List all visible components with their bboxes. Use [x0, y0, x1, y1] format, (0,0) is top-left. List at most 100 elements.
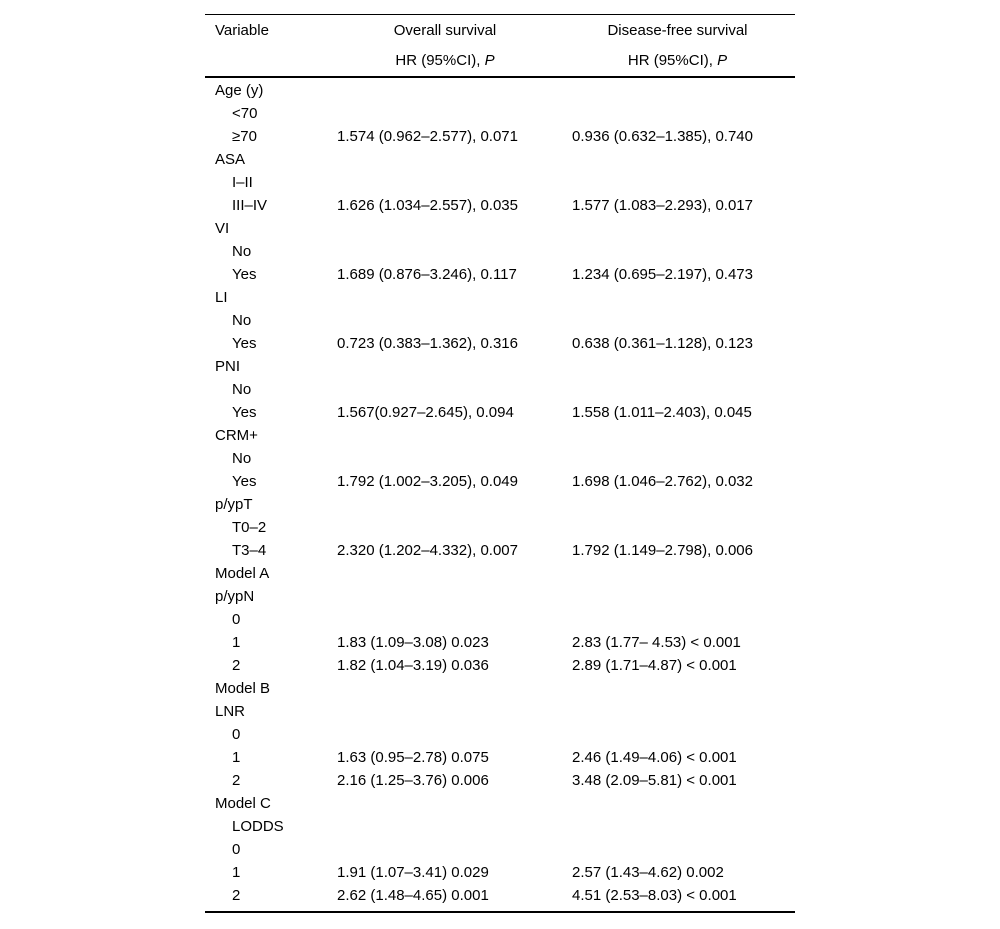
- variable-cell: T3–4: [232, 542, 267, 559]
- overall-survival-cell: [330, 79, 560, 102]
- table-row: VI: [205, 217, 795, 240]
- header-divider-rule: [205, 76, 795, 78]
- variable-cell: p/ypN: [215, 588, 255, 605]
- disease-free-survival-cell: [560, 378, 795, 401]
- overall-survival-cell: 1.83 (1.09–3.08) 0.023: [337, 634, 489, 651]
- table-row: 2 1.82 (1.04–3.19) 0.036 2.89 (1.71–4.87) …: [205, 654, 795, 677]
- disease-free-survival-cell: [560, 286, 795, 309]
- disease-free-survival-cell: 0.638 (0.361–1.128), 0.123: [572, 335, 753, 352]
- disease-free-survival-cell: 1.558 (1.011–2.403), 0.045: [572, 404, 752, 421]
- disease-free-survival-cell: 0.936 (0.632–1.385), 0.740: [572, 128, 753, 145]
- variable-cell: 2: [232, 887, 241, 904]
- table-row: LODDS: [205, 815, 795, 838]
- overall-survival-cell: [330, 148, 560, 171]
- overall-survival-cell: [330, 447, 560, 470]
- variable-cell: Model C: [215, 795, 271, 812]
- overall-survival-cell: [330, 217, 560, 240]
- overall-survival-cell: [330, 378, 560, 401]
- overall-survival-cell: [330, 723, 560, 746]
- table-row: No: [205, 240, 795, 263]
- disease-free-survival-cell: 1.577 (1.083–2.293), 0.017: [572, 197, 753, 214]
- disease-free-survival-cell: 2.83 (1.77– 4.53) < 0.001: [572, 634, 741, 651]
- variable-cell: 1: [232, 749, 241, 766]
- disease-free-survival-cell: [560, 309, 795, 332]
- table-row: Model C: [205, 792, 795, 815]
- disease-free-survival-cell: [560, 240, 795, 263]
- variable-cell: LODDS: [232, 818, 284, 835]
- col-header-disease-free-survival: Disease-free survival: [607, 22, 748, 39]
- table-row: p/ypT: [205, 493, 795, 516]
- disease-free-survival-cell: [560, 815, 795, 838]
- variable-cell: 2: [232, 772, 241, 789]
- disease-free-survival-cell: [560, 677, 795, 700]
- table-row: Model A: [205, 562, 795, 585]
- variable-cell: I–II: [232, 174, 253, 191]
- disease-free-survival-cell: 4.51 (2.53–8.03) < 0.001: [572, 887, 737, 904]
- table-row: Yes 1.792 (1.002–3.205), 0.049 1.698 (1.04…: [205, 470, 795, 493]
- disease-free-survival-cell: 2.57 (1.43–4.62) 0.002: [572, 864, 724, 881]
- variable-cell: <70: [232, 105, 258, 122]
- overall-survival-cell: [330, 792, 560, 815]
- overall-survival-cell: [330, 608, 560, 631]
- table-header-row-1: Variable Overall survival Disease-free s…: [205, 16, 795, 46]
- variable-cell: Yes: [232, 404, 257, 421]
- overall-survival-cell: 0.723 (0.383–1.362), 0.316: [337, 335, 518, 352]
- subheader-hr-text: HR (95%CI),: [627, 52, 718, 69]
- variable-cell: T0–2: [232, 519, 267, 536]
- table-row: No: [205, 447, 795, 470]
- variable-cell: ASA: [215, 151, 246, 168]
- disease-free-survival-cell: [560, 355, 795, 378]
- variable-cell: No: [232, 312, 252, 329]
- disease-free-survival-cell: [560, 171, 795, 194]
- overall-survival-cell: [330, 493, 560, 516]
- disease-free-survival-cell: [560, 217, 795, 240]
- table-row: Yes 1.567(0.927–2.645), 0.094 1.558 (1.011…: [205, 401, 795, 424]
- variable-cell: III–IV: [232, 197, 268, 214]
- overall-survival-cell: [330, 286, 560, 309]
- overall-survival-cell: 2.62 (1.48–4.65) 0.001: [337, 887, 489, 904]
- table-row: ≥70 1.574 (0.962–2.577), 0.071 0.936 (0.63…: [205, 125, 795, 148]
- table-row: 0: [205, 608, 795, 631]
- table-row: 1 1.63 (0.95–2.78) 0.075 2.46 (1.49–4.06) …: [205, 746, 795, 769]
- table-row: III–IV 1.626 (1.034–2.557), 0.035 1.577 (1…: [205, 194, 795, 217]
- table-row: <70: [205, 102, 795, 125]
- variable-cell: No: [232, 243, 252, 260]
- variable-cell: 0: [232, 841, 241, 858]
- variable-cell: LI: [215, 289, 228, 306]
- overall-survival-cell: [330, 309, 560, 332]
- variable-cell: Age (y): [215, 82, 264, 99]
- overall-survival-cell: 1.689 (0.876–3.246), 0.117: [337, 266, 517, 283]
- overall-survival-cell: 2.16 (1.25–3.76) 0.006: [337, 772, 489, 789]
- table-row: Yes 0.723 (0.383–1.362), 0.316 0.638 (0.36…: [205, 332, 795, 355]
- overall-survival-cell: [330, 585, 560, 608]
- overall-survival-cell: [330, 516, 560, 539]
- overall-survival-cell: 2.320 (1.202–4.332), 0.007: [337, 542, 518, 559]
- table-row: ASA: [205, 148, 795, 171]
- table-row: 1 1.83 (1.09–3.08) 0.023 2.83 (1.77– 4.53)…: [205, 631, 795, 654]
- overall-survival-cell: 1.567(0.927–2.645), 0.094: [337, 404, 514, 421]
- table-row: PNI: [205, 355, 795, 378]
- col-header-variable: Variable: [215, 22, 269, 39]
- table-row: 2 2.62 (1.48–4.65) 0.001 4.51 (2.53–8.03) …: [205, 884, 795, 907]
- overall-survival-cell: [330, 171, 560, 194]
- table-row: Yes 1.689 (0.876–3.246), 0.117 1.234 (0.69…: [205, 263, 795, 286]
- disease-free-survival-cell: [560, 447, 795, 470]
- variable-cell: 1: [232, 864, 241, 881]
- disease-free-survival-cell: 1.698 (1.046–2.762), 0.032: [572, 473, 753, 490]
- table-header-row-2: HR (95%CI), P HR (95%CI), P: [205, 46, 795, 76]
- disease-free-survival-cell: 3.48 (2.09–5.81) < 0.001: [572, 772, 737, 789]
- variable-cell: PNI: [215, 358, 241, 375]
- variable-cell: Model B: [215, 680, 271, 697]
- table-row: Age (y): [205, 79, 795, 102]
- overall-survival-cell: 1.626 (1.034–2.557), 0.035: [337, 197, 518, 214]
- overall-survival-cell: [330, 240, 560, 263]
- variable-cell: 2: [232, 657, 241, 674]
- variable-cell: 1: [232, 634, 241, 651]
- table-row: T3–4 2.320 (1.202–4.332), 0.007 1.792 (1.1…: [205, 539, 795, 562]
- table-row: p/ypN: [205, 585, 795, 608]
- disease-free-survival-cell: [560, 608, 795, 631]
- overall-survival-cell: 1.91 (1.07–3.41) 0.029: [337, 864, 489, 881]
- overall-survival-cell: 1.574 (0.962–2.577), 0.071: [337, 128, 518, 145]
- table-row: CRM+: [205, 424, 795, 447]
- table-bottom-rule: [205, 911, 795, 913]
